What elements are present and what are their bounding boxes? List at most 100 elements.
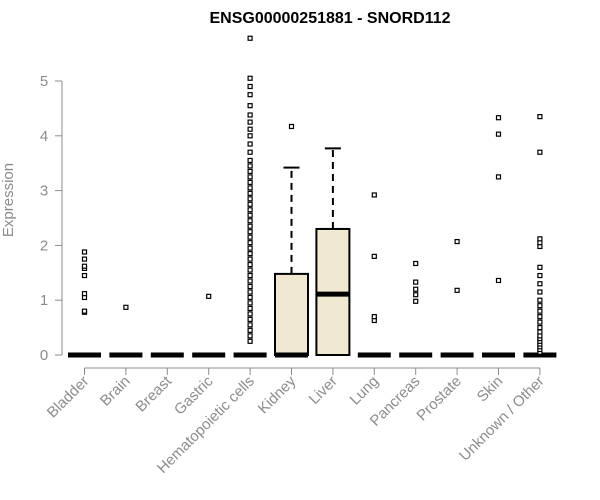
outlier-point — [247, 218, 253, 224]
outlier-point — [371, 253, 377, 259]
outlier-point — [413, 279, 419, 285]
box-lung — [357, 192, 391, 358]
plot-area — [68, 35, 557, 358]
y-tick-label: 5 — [40, 73, 48, 90]
y-tick-label: 4 — [40, 128, 48, 145]
outlier-point — [247, 133, 253, 139]
outlier-point — [247, 126, 253, 132]
x-tick-label: Lung — [347, 373, 383, 409]
box-bladder — [68, 249, 101, 358]
outlier-point — [247, 333, 253, 339]
y-axis-label: Expression — [0, 163, 17, 237]
outlier-point — [495, 131, 502, 137]
box-gastric — [192, 293, 226, 358]
outlier-point — [247, 149, 253, 155]
outlier-point — [247, 311, 253, 317]
outlier-point — [247, 190, 253, 196]
outlier-point — [247, 272, 253, 279]
outlier-point — [537, 236, 543, 242]
outlier-point — [537, 303, 543, 309]
outlier-point — [247, 327, 253, 333]
box-hematopoietic-cells — [233, 35, 267, 358]
outlier-point — [247, 112, 253, 118]
outlier-point — [247, 196, 253, 202]
outlier-point — [247, 141, 253, 147]
outlier-point — [495, 174, 502, 180]
outlier-point — [537, 264, 543, 270]
outlier-point — [247, 223, 253, 229]
outlier-point — [247, 240, 253, 246]
y-tick-label: 1 — [40, 292, 48, 309]
x-tick-label: Bladder — [44, 373, 93, 422]
outlier-point — [247, 229, 253, 235]
outlier-point — [247, 75, 253, 81]
box-skin — [482, 115, 515, 358]
box-kidney — [274, 123, 309, 358]
outlier-point — [247, 261, 253, 268]
outlier-point — [247, 234, 253, 240]
box-iqr — [274, 272, 309, 356]
outlier-point — [247, 168, 253, 175]
outlier-point — [247, 201, 253, 207]
y-tick-label: 2 — [40, 237, 48, 254]
outlier-point — [247, 338, 253, 344]
outlier-point — [371, 192, 377, 198]
outlier-point — [247, 300, 253, 306]
outlier-point — [537, 272, 543, 279]
outlier-point — [247, 245, 253, 251]
outlier-point — [247, 283, 253, 290]
outlier-point — [413, 292, 419, 298]
outlier-point — [81, 256, 88, 262]
outlier-point — [247, 92, 253, 98]
outlier-point — [247, 316, 253, 322]
outlier-point — [81, 291, 88, 297]
outlier-point — [247, 119, 253, 125]
outlier-point — [247, 256, 253, 262]
outlier-point — [247, 289, 253, 295]
outlier-point — [537, 114, 543, 120]
x-tick-label: Breast — [132, 372, 175, 415]
outlier-point — [537, 297, 543, 303]
outlier-point — [247, 322, 253, 328]
outlier-point — [454, 238, 460, 245]
outlier-point — [495, 277, 502, 284]
box-brain — [109, 304, 143, 358]
outlier-point — [247, 174, 253, 180]
outlier-point — [454, 287, 460, 293]
box-liver — [315, 147, 351, 357]
outlier-point — [81, 272, 88, 279]
outlier-point — [537, 289, 543, 295]
outlier-point — [247, 207, 253, 213]
outlier-point — [81, 249, 88, 255]
outlier-point — [247, 305, 253, 312]
outlier-point — [537, 314, 543, 320]
outlier-point — [537, 319, 543, 325]
outlier-point — [247, 103, 253, 109]
x-tick-label: Liver — [306, 373, 341, 408]
outlier-point — [247, 35, 253, 41]
outlier-point — [371, 314, 377, 320]
outlier-point — [247, 179, 253, 185]
outlier-point — [247, 163, 253, 169]
outlier-point — [495, 115, 502, 121]
outlier-point — [247, 278, 253, 284]
outlier-point — [247, 212, 253, 218]
outlier-point — [413, 260, 419, 267]
outlier-point — [413, 298, 419, 304]
outlier-point — [123, 304, 129, 310]
outlier-point — [537, 149, 543, 155]
outlier-point — [247, 185, 253, 191]
outlier-point — [247, 294, 253, 301]
x-tick-label: Kidney — [255, 372, 300, 417]
x-tick-label: Brain — [97, 373, 134, 410]
y-axis: 0 1 2 3 4 5 — [40, 73, 63, 364]
outlier-point — [247, 157, 253, 164]
chart-title: ENSG00000251881 - SNORD112 — [209, 10, 450, 27]
outlier-point — [288, 123, 295, 130]
outlier-point — [537, 281, 543, 287]
y-tick-label: 3 — [40, 183, 48, 200]
outlier-point — [537, 329, 543, 335]
x-tick-label: Skin — [474, 373, 507, 406]
